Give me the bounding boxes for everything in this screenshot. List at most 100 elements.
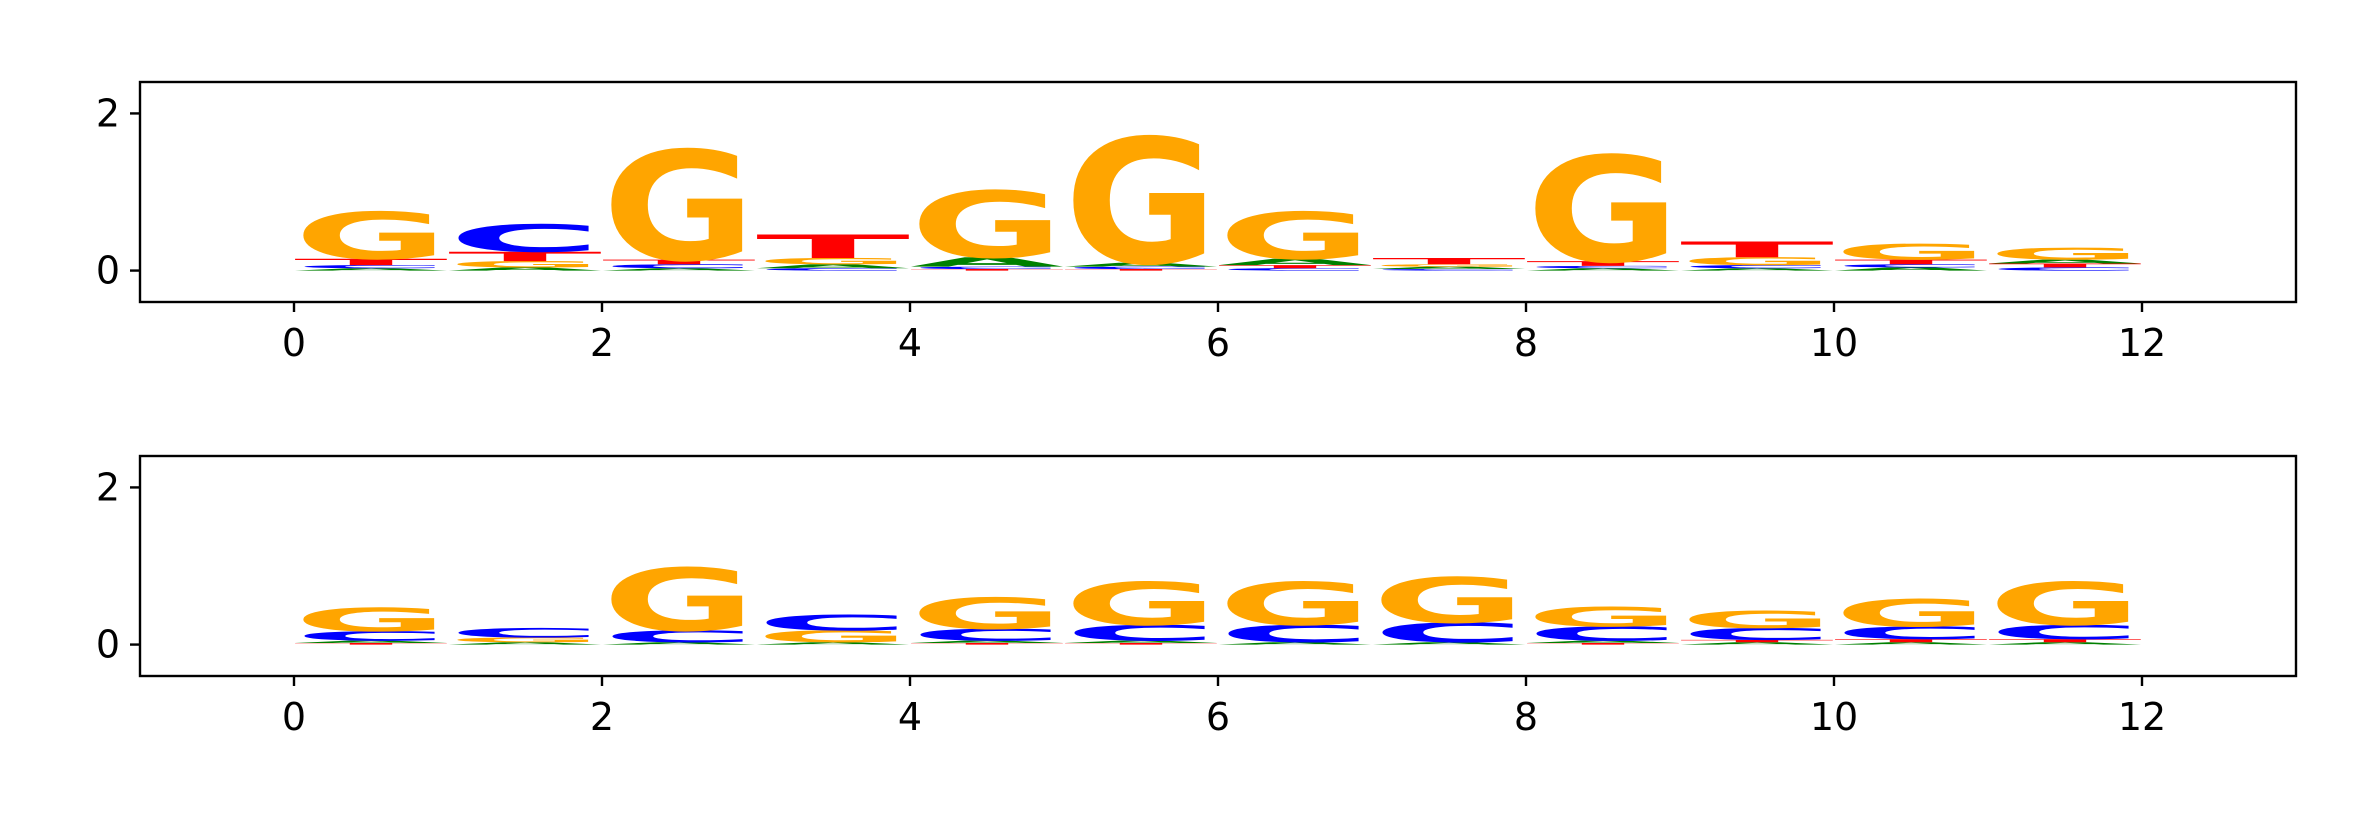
logo-letter-T-pos-5: T bbox=[1064, 269, 1218, 272]
logo-letter-C-pos-5: C bbox=[1064, 621, 1218, 646]
logo-letter-G-pos-2: G bbox=[602, 551, 756, 651]
logo-letter-G-pos-3: G bbox=[756, 627, 910, 646]
logo-letter-G-pos-1: G bbox=[448, 636, 602, 643]
logo-letter-C-pos-4: C bbox=[910, 626, 1064, 645]
logo-letter-A-pos-3: A bbox=[756, 263, 910, 269]
logo-letter-C-pos-10: C bbox=[1834, 263, 1988, 268]
logo-letter-G-pos-1: G bbox=[448, 260, 602, 270]
x-tick-label: 4 bbox=[898, 321, 922, 365]
logo-letter-G-pos-8: G bbox=[1526, 126, 1680, 296]
logo-letter-A-pos-11: A bbox=[1988, 259, 2142, 265]
logo-letter-T-pos-3: T bbox=[756, 228, 910, 266]
logo-letter-A-pos-2: A bbox=[602, 268, 756, 272]
logo-letter-A-pos-1: A bbox=[448, 267, 602, 272]
logo-letter-C-pos-9: C bbox=[1680, 625, 1834, 644]
logo-letter-C-pos-1: C bbox=[448, 626, 602, 641]
logo-letter-T-pos-10: T bbox=[1834, 638, 1988, 643]
logo-letter-T-pos-5: T bbox=[1064, 643, 1218, 646]
x-tick-label: 8 bbox=[1514, 695, 1538, 739]
y-tick-label: 2 bbox=[96, 91, 120, 135]
x-tick-label: 12 bbox=[2118, 321, 2166, 365]
logo-letter-G-pos-0: G bbox=[294, 601, 448, 639]
logo-letter-A-pos-6: A bbox=[1218, 642, 1372, 646]
x-tick-label: 2 bbox=[590, 695, 614, 739]
logo-letter-C-pos-9: C bbox=[1680, 264, 1834, 269]
logo-letter-T-pos-0: T bbox=[294, 643, 448, 646]
logo-letter-C-pos-7: C bbox=[1372, 269, 1526, 272]
logo-letter-C-pos-3: C bbox=[756, 611, 910, 636]
logo-letter-A-pos-10: A bbox=[1834, 642, 1988, 646]
logo-letter-G-pos-4: G bbox=[910, 172, 1064, 279]
x-tick-label: 8 bbox=[1514, 321, 1538, 365]
logo-letter-A-pos-5: A bbox=[1064, 640, 1218, 644]
logo-letter-G-pos-7: G bbox=[1372, 565, 1526, 638]
logo-letter-T-pos-6: T bbox=[1218, 264, 1372, 269]
logo-letter-G-pos-0: G bbox=[294, 199, 448, 274]
y-tick-label: 0 bbox=[96, 249, 120, 293]
logo-letter-C-pos-6: C bbox=[1218, 620, 1372, 648]
logo-letter-T-pos-4: T bbox=[910, 269, 1064, 272]
logo-letter-C-pos-2: C bbox=[602, 627, 756, 646]
logo-letter-C-pos-7: C bbox=[1372, 617, 1526, 648]
x-tick-label: 0 bbox=[282, 695, 306, 739]
logo-letter-G-pos-3: G bbox=[756, 256, 910, 266]
logo-letter-A-pos-5: A bbox=[1064, 262, 1218, 268]
x-tick-label: 6 bbox=[1206, 695, 1230, 739]
logo-letter-T-pos-9: T bbox=[1680, 639, 1834, 643]
logo-letter-T-pos-10: T bbox=[1834, 258, 1988, 266]
logo-letter-T-pos-7: T bbox=[1372, 256, 1526, 266]
y-tick-label: 0 bbox=[96, 623, 120, 667]
logo-letter-A-pos-7: A bbox=[1372, 266, 1526, 270]
logo-letter-T-pos-11: T bbox=[1988, 262, 2142, 268]
logo-letter-A-pos-7: A bbox=[1372, 642, 1526, 646]
logo-letter-C-pos-10: C bbox=[1834, 623, 1988, 643]
logo-letter-C-pos-0: C bbox=[294, 264, 448, 269]
logo-letter-G-pos-8: G bbox=[1526, 602, 1680, 633]
logo-letter-T-pos-4: T bbox=[910, 643, 1064, 646]
logo-letter-G-pos-9: G bbox=[1680, 255, 1834, 267]
logo-letter-T-pos-11: T bbox=[1988, 638, 2142, 643]
logo-letter-A-pos-9: A bbox=[1680, 642, 1834, 646]
logo-letter-A-pos-0: A bbox=[294, 268, 448, 272]
logo-letter-A-pos-2: A bbox=[602, 642, 756, 646]
logo-letter-G-pos-9: G bbox=[1680, 606, 1834, 634]
logo-letter-C-pos-8: C bbox=[1526, 623, 1680, 645]
logo-letter-G-pos-10: G bbox=[1834, 591, 1988, 635]
x-tick-label: 0 bbox=[282, 321, 306, 365]
x-tick-label: 6 bbox=[1206, 321, 1230, 365]
logo-letter-A-pos-11: A bbox=[1988, 642, 2142, 646]
logo-letter-G-pos-11: G bbox=[1988, 245, 2142, 264]
logo-letter-A-pos-4: A bbox=[910, 640, 1064, 644]
x-tick-label: 4 bbox=[898, 695, 922, 739]
logo-letter-G-pos-5: G bbox=[1064, 570, 1218, 639]
logo-letter-C-pos-5: C bbox=[1064, 266, 1218, 270]
x-tick-label: 2 bbox=[590, 321, 614, 365]
logo-letter-C-pos-6: C bbox=[1218, 268, 1372, 272]
logo-letter-A-pos-8: A bbox=[1526, 268, 1680, 272]
logo-letter-T-pos-9: T bbox=[1680, 237, 1834, 262]
logo-letter-A-pos-3: A bbox=[756, 642, 910, 646]
logo-letter-G-pos-6: G bbox=[1218, 199, 1372, 274]
logo-letter-A-pos-0: A bbox=[294, 640, 448, 644]
x-tick-label: 10 bbox=[1810, 321, 1858, 365]
y-tick-label: 2 bbox=[96, 465, 120, 509]
logo-letter-A-pos-9: A bbox=[1680, 268, 1834, 272]
logo-letter-G-pos-10: G bbox=[1834, 240, 1988, 265]
logo-letter-C-pos-11: C bbox=[1988, 267, 2142, 272]
logo-letter-C-pos-0: C bbox=[294, 629, 448, 644]
logo-letter-G-pos-11: G bbox=[1988, 570, 2142, 639]
logo-letter-T-pos-2: T bbox=[602, 258, 756, 266]
logo-letter-T-pos-8: T bbox=[1526, 643, 1680, 646]
x-tick-label: 12 bbox=[2118, 695, 2166, 739]
logo-letter-T-pos-1: T bbox=[448, 249, 602, 264]
logo-letter-G-pos-6: G bbox=[1218, 570, 1372, 639]
logo-letter-C-pos-8: C bbox=[1526, 265, 1680, 269]
logo-letter-C-pos-1: C bbox=[448, 217, 602, 261]
logo-letter-C-pos-11: C bbox=[1988, 621, 2142, 643]
logo-letter-G-pos-5: G bbox=[1064, 104, 1218, 304]
logo-letter-A-pos-8: A bbox=[1526, 640, 1680, 644]
logo-letter-G-pos-7: G bbox=[1372, 264, 1526, 268]
